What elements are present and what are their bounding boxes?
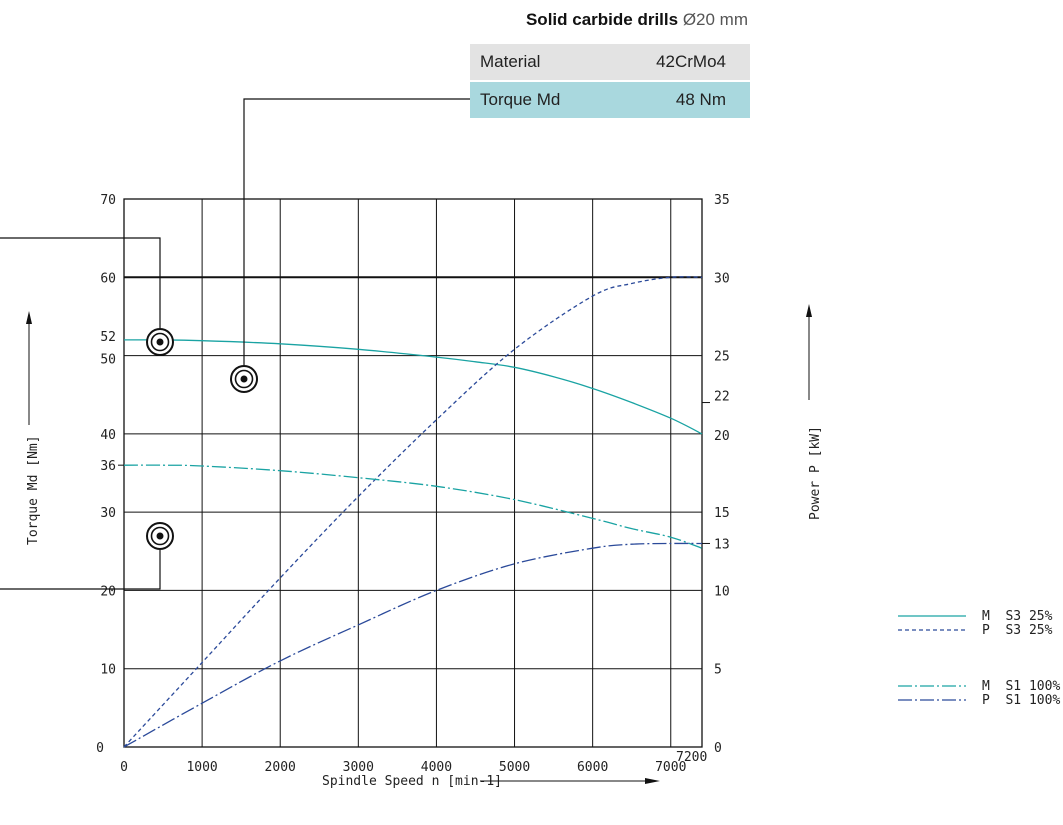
y-right-tick-label-15: 15: [714, 506, 730, 521]
y-left-tick-label-40: 40: [100, 428, 116, 443]
x-tick-label-1000: 1000: [186, 760, 217, 775]
x-arrow-head: [645, 778, 660, 784]
y-right-tick-label-10: 10: [714, 584, 730, 599]
x-axis-title: Spindle Speed n [min-1]: [322, 774, 502, 789]
leader-line-26: [0, 550, 161, 590]
x-extra-tick-label: 7200: [676, 750, 707, 765]
y-right-arrow-head: [806, 304, 812, 317]
plot-frame: [123, 198, 703, 748]
y-right-axis-title: Power P [kW]: [808, 426, 823, 520]
info-title-bold: Solid carbide drills: [525, 10, 679, 29]
y-right-tick-label-5: 5: [714, 663, 722, 678]
x-tick-label-4000: 4000: [421, 760, 452, 775]
legend-label-p-s1: P S1 100%: [982, 693, 1060, 708]
info-row-torque: Torque Md 48 Nm: [470, 82, 750, 118]
x-title-group: Spindle Speed n [min-1] 7200: [322, 750, 707, 789]
y-left-tick-label-60: 60: [100, 271, 116, 286]
y-right-tick-label-25: 25: [714, 350, 730, 365]
x-tick-label-0: 0: [120, 760, 128, 775]
series-line-p-s1-100: [123, 542, 703, 748]
legend-item-m-s3: M S3 25%: [898, 609, 1053, 624]
x-tick-label-3000: 3000: [343, 760, 374, 775]
target-marker-48: [230, 365, 258, 393]
info-row-material-label: Material: [480, 52, 541, 71]
y-left-arrow-head: [26, 311, 32, 324]
series-line-p-s3-25: [123, 276, 703, 748]
y-right-tick-label-0: 0: [714, 741, 722, 756]
info-title-size: Ø20 mm: [682, 10, 748, 29]
leader-line-48: [243, 98, 470, 365]
y-left-tick-label-36: 36: [100, 459, 116, 474]
y-right-tick-label-30: 30: [714, 271, 730, 286]
y-right-tick-label-22: 22: [714, 390, 730, 405]
y-right-tick-label-13: 13: [714, 537, 730, 552]
x-tick-label-6000: 6000: [577, 760, 608, 775]
legend-label-m-s3: M S3 25%: [982, 609, 1053, 624]
legend-item-m-s1: M S1 100%: [898, 679, 1060, 694]
x-tick-label-5000: 5000: [499, 760, 530, 775]
legend-label-m-s1: M S1 100%: [982, 679, 1060, 694]
info-row-torque-value: 48 Nm: [675, 90, 726, 109]
leader-line-52: [0, 237, 161, 328]
info-row-material-value: 42CrMo4: [656, 52, 726, 71]
series-line-m-s1-100: [123, 464, 703, 549]
legend-label-p-s3: P S3 25%: [982, 623, 1053, 638]
chart-grid: [118, 198, 710, 748]
target-marker-52: [146, 328, 174, 356]
y-right-title-group: Power P [kW]: [806, 304, 823, 520]
target-marker-26: [146, 522, 174, 550]
y-left-tick-label-50: 50: [100, 353, 116, 368]
y-left-tick-label-70: 70: [100, 193, 116, 208]
y-right-tick-label-20: 20: [714, 429, 730, 444]
info-row-material: Material 42CrMo4: [470, 44, 750, 80]
y-right-tick-label-35: 35: [714, 193, 730, 208]
y-left-axis-title: Torque Md [Nm]: [26, 435, 41, 545]
info-title: Solid carbide drills Ø20 mm: [470, 10, 748, 30]
x-tick-label-7000: 7000: [655, 760, 686, 775]
leader-lines: [0, 98, 470, 590]
x-tick-label-2000: 2000: [265, 760, 296, 775]
y-left-tick-label-30: 30: [100, 506, 116, 521]
legend: M S3 25% P S3 25% M S1 100% P S1 100%: [898, 609, 1060, 708]
info-row-torque-label: Torque Md: [480, 90, 561, 109]
y-left-tick-label-0: 0: [96, 741, 104, 756]
legend-item-p-s3: P S3 25%: [898, 623, 1053, 638]
y-left-tick-label-20: 20: [100, 584, 116, 599]
y-left-title-group: Torque Md [Nm]: [26, 311, 41, 545]
axis-ticks: 0 1000 2000 3000 4000 5000 6000 7000 0 10 20 30 36 40…: [96, 193, 729, 775]
series-line-m-s3-25: [123, 339, 703, 435]
chart-series: [123, 276, 703, 748]
legend-item-p-s1: P S1 100%: [898, 693, 1060, 708]
y-left-tick-label-52: 52: [100, 330, 116, 345]
y-left-tick-label-10: 10: [100, 663, 116, 678]
